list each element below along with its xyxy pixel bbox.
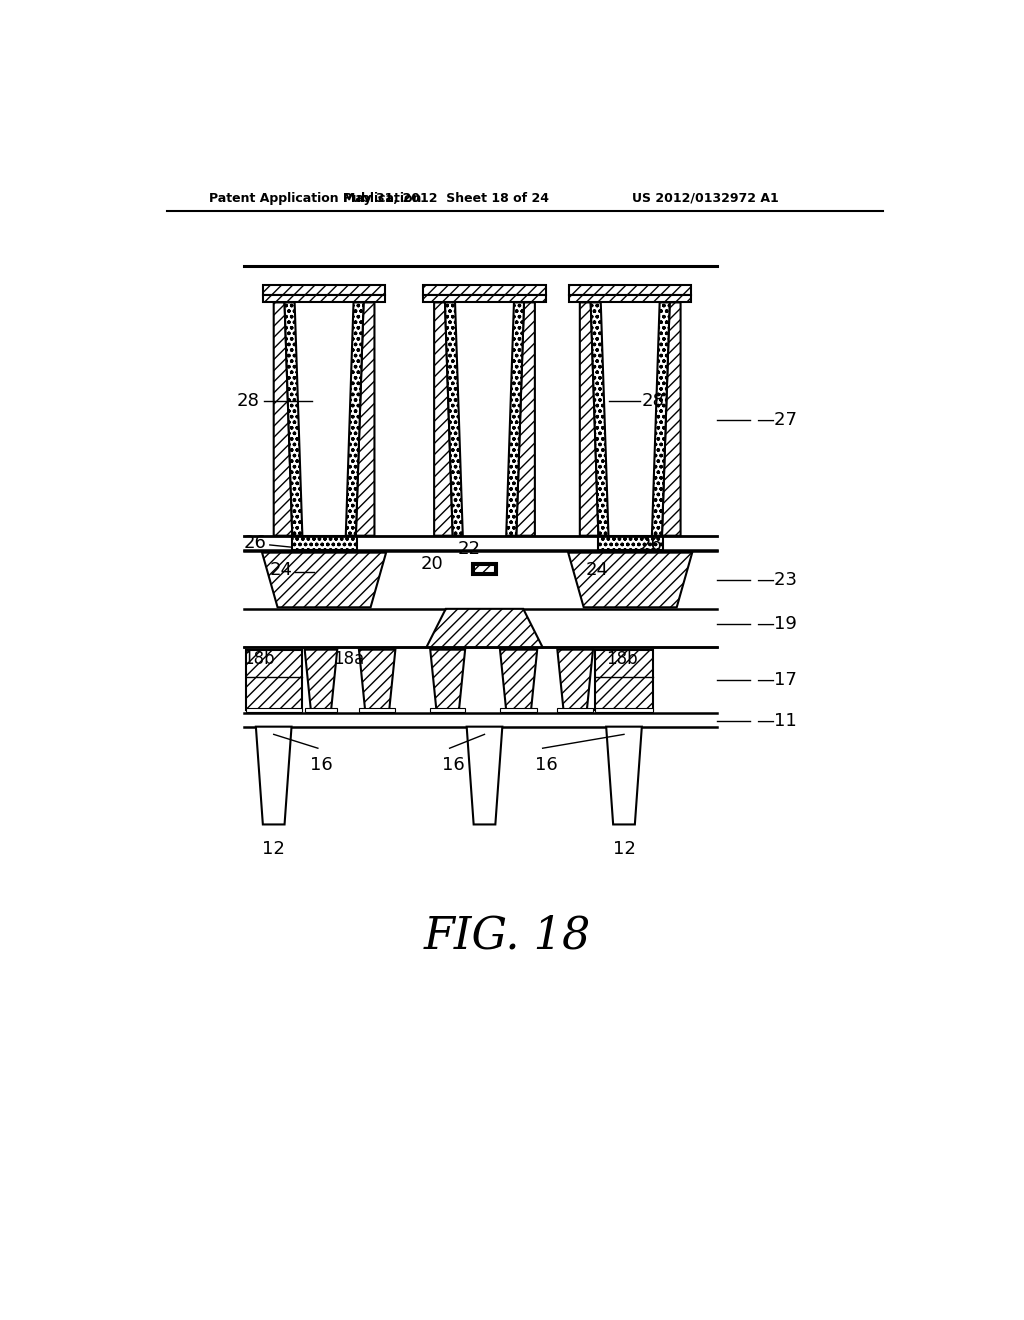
- Text: 22: 22: [458, 540, 480, 558]
- Text: US 2012/0132972 A1: US 2012/0132972 A1: [632, 191, 778, 205]
- Text: 16: 16: [310, 756, 333, 774]
- Text: 16: 16: [442, 756, 465, 774]
- Text: 24: 24: [586, 561, 608, 579]
- Polygon shape: [569, 294, 691, 302]
- Polygon shape: [500, 708, 538, 711]
- Polygon shape: [500, 649, 538, 710]
- Text: —17: —17: [756, 672, 797, 689]
- Polygon shape: [606, 726, 642, 825]
- Polygon shape: [506, 302, 524, 536]
- Text: 18b: 18b: [606, 649, 638, 668]
- Polygon shape: [423, 294, 546, 302]
- Text: —23: —23: [756, 572, 797, 589]
- Text: 28: 28: [642, 392, 665, 411]
- Text: 28: 28: [237, 392, 260, 411]
- Text: Patent Application Publication: Patent Application Publication: [209, 191, 422, 205]
- Polygon shape: [474, 565, 496, 573]
- Polygon shape: [445, 302, 463, 536]
- Text: 16: 16: [536, 756, 558, 774]
- Polygon shape: [256, 726, 292, 825]
- Polygon shape: [595, 649, 653, 710]
- Polygon shape: [356, 302, 375, 536]
- Text: 18b: 18b: [244, 649, 275, 668]
- Polygon shape: [263, 294, 385, 302]
- Polygon shape: [305, 708, 337, 711]
- Text: —27: —27: [756, 412, 797, 429]
- Polygon shape: [346, 302, 364, 536]
- Polygon shape: [472, 562, 497, 576]
- Polygon shape: [359, 649, 395, 710]
- Polygon shape: [262, 553, 386, 607]
- Polygon shape: [595, 708, 653, 711]
- Polygon shape: [285, 302, 302, 536]
- Polygon shape: [246, 708, 302, 711]
- Polygon shape: [292, 536, 356, 549]
- Polygon shape: [467, 726, 503, 825]
- Polygon shape: [598, 536, 663, 549]
- Polygon shape: [580, 302, 598, 536]
- Polygon shape: [246, 649, 302, 710]
- Text: —19: —19: [756, 615, 797, 634]
- Text: 20: 20: [421, 556, 443, 573]
- Polygon shape: [516, 302, 535, 536]
- Polygon shape: [263, 285, 385, 294]
- Text: 26: 26: [640, 536, 663, 554]
- Polygon shape: [557, 708, 593, 711]
- Text: FIG. 18: FIG. 18: [424, 915, 592, 958]
- Text: 12: 12: [612, 840, 636, 858]
- Polygon shape: [591, 302, 608, 536]
- Text: May 31, 2012  Sheet 18 of 24: May 31, 2012 Sheet 18 of 24: [343, 191, 549, 205]
- Polygon shape: [273, 302, 292, 536]
- Text: 12: 12: [262, 840, 285, 858]
- Polygon shape: [557, 649, 593, 710]
- Polygon shape: [430, 649, 465, 710]
- Polygon shape: [430, 708, 465, 711]
- Polygon shape: [652, 302, 670, 536]
- Polygon shape: [359, 708, 395, 711]
- Polygon shape: [426, 609, 543, 647]
- Polygon shape: [305, 649, 337, 710]
- Polygon shape: [569, 285, 691, 294]
- Text: —11: —11: [756, 711, 797, 730]
- Polygon shape: [423, 285, 546, 294]
- Polygon shape: [434, 302, 453, 536]
- Text: 24: 24: [269, 561, 292, 579]
- Polygon shape: [568, 553, 692, 607]
- Polygon shape: [662, 302, 681, 536]
- Text: 18a: 18a: [334, 649, 365, 668]
- Text: 26: 26: [244, 535, 266, 552]
